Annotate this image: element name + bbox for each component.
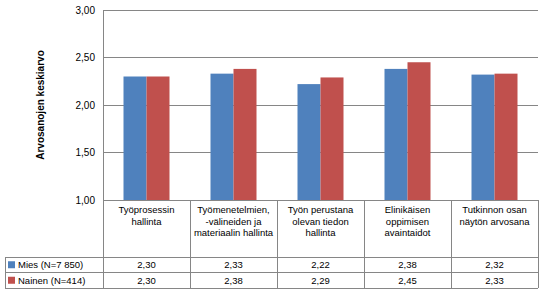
category-label: Työprosessinhallinta <box>119 204 175 227</box>
grid <box>103 10 538 200</box>
value-label: 2,32 <box>485 259 504 270</box>
tick-label: 3,00 <box>76 5 96 16</box>
value-label: 2,38 <box>398 259 417 270</box>
bar <box>321 77 344 200</box>
value-label: 2,33 <box>485 275 504 286</box>
category-label: Työn perustanaolevan tiedonhallinta <box>288 204 354 238</box>
y-axis-title: Arvosanojen keskiarvo <box>35 50 46 160</box>
tick: 3,00 <box>76 5 103 16</box>
tick: 1,00 <box>76 195 103 206</box>
tick: 2,50 <box>76 52 103 63</box>
legend-key <box>8 277 15 284</box>
bar <box>298 84 321 200</box>
value-label: 2,22 <box>311 259 330 270</box>
legend-label: Mies (N=7 850) <box>18 259 83 270</box>
table-border <box>451 200 452 288</box>
category-label: Työmenetelmien,-välineiden jamateriaalin… <box>194 204 274 238</box>
tick-label: 1,00 <box>76 195 96 206</box>
category-label: Elinikäisenoppimisenavaintaidot <box>385 204 431 238</box>
grid-line <box>103 57 538 58</box>
table-border <box>5 257 6 288</box>
bar <box>385 69 408 200</box>
tick: 2,00 <box>76 100 103 111</box>
table-border <box>190 200 191 288</box>
table-border <box>103 200 104 288</box>
tick: 1,50 <box>76 147 103 158</box>
table-border <box>538 200 539 288</box>
tick-label: 2,50 <box>76 52 96 63</box>
bar <box>147 77 170 201</box>
axis-line <box>103 11 104 201</box>
value-label: 2,29 <box>311 275 330 286</box>
bar <box>124 77 147 201</box>
bar <box>495 74 518 200</box>
grid-line <box>103 200 538 201</box>
bar <box>408 62 431 200</box>
grid-line <box>103 10 538 11</box>
tick-label: 2,00 <box>76 100 96 111</box>
legend-key <box>8 261 15 268</box>
bar <box>211 74 234 200</box>
value-label: 2,38 <box>224 275 243 286</box>
legend-label: Nainen (N=414) <box>18 275 85 286</box>
bars <box>124 62 518 200</box>
table-border <box>277 200 278 288</box>
table-border <box>5 288 538 289</box>
table-border <box>5 272 538 273</box>
value-label: 2,30 <box>137 259 156 270</box>
tick-label: 1,50 <box>76 147 96 158</box>
bar <box>472 75 495 200</box>
value-label: 2,45 <box>398 275 417 286</box>
chart: 1,00 1,50 2,00 2,50 3,00 Arvosanojen keskiarv… <box>0 0 547 294</box>
table-border <box>5 257 538 258</box>
y-axis: 1,00 1,50 2,00 2,50 3,00 <box>76 5 104 206</box>
value-label: 2,33 <box>224 259 243 270</box>
value-label: 2,30 <box>137 275 156 286</box>
data-table: Työprosessinhallinta Työmenetelmien,-väli… <box>5 200 538 288</box>
category-label: Tutkinnon osannäytön arvosana <box>459 204 530 227</box>
table-border <box>103 200 538 201</box>
table-border <box>364 200 365 288</box>
bar <box>234 69 257 200</box>
